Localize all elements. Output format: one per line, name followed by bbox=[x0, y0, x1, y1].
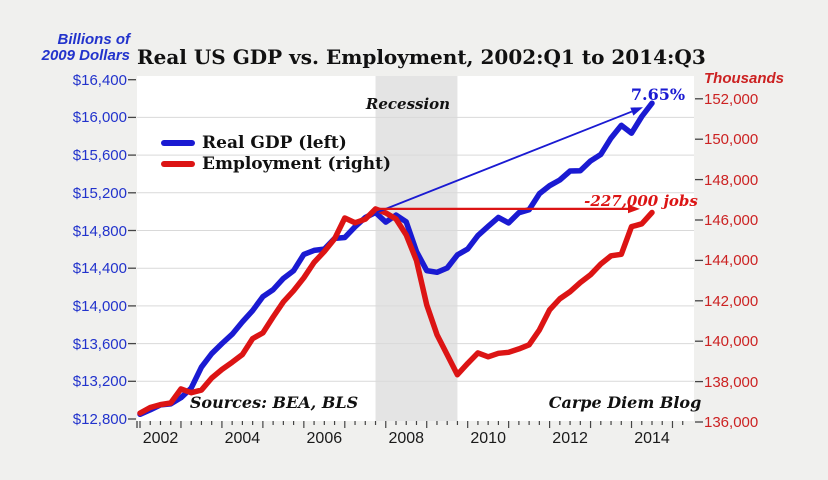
employment-line-swatch bbox=[161, 160, 195, 167]
gdp-growth-arrow-line bbox=[376, 110, 633, 214]
gdp-growth-arrow-head bbox=[630, 107, 643, 116]
recession-label: Recession bbox=[365, 95, 451, 113]
gdp-line bbox=[137, 100, 655, 418]
left-axis-tick-label: $16,000 bbox=[72, 109, 127, 127]
left-axis-tick-label: $15,200 bbox=[72, 184, 127, 202]
right-axis-title: Thousands bbox=[704, 70, 785, 87]
left-axis-title: Billions of 2009 Dollars bbox=[18, 32, 130, 64]
jobs-gap-annotation: -227,000 jobs bbox=[584, 192, 698, 210]
credit-note: Carpe Diem Blog bbox=[548, 393, 702, 412]
legend-label-gdp: Real GDP (left) bbox=[202, 132, 347, 153]
right-axis-tick-label: 152,000 bbox=[704, 90, 759, 108]
employment-line bbox=[137, 206, 655, 416]
left-axis-title-line1: Billions of bbox=[57, 31, 131, 48]
right-axis-tick-label: 140,000 bbox=[704, 333, 759, 351]
right-axis-tick-label: 138,000 bbox=[704, 373, 759, 391]
left-axis-tick-label: $13,600 bbox=[72, 335, 127, 353]
chart-title: Real US GDP vs. Employment, 2002:Q1 to 2… bbox=[137, 45, 706, 69]
gdp-line-swatch bbox=[161, 139, 195, 146]
left-axis-title-line2: 2009 Dollars bbox=[41, 47, 130, 64]
left-axis-tick-label: $15,600 bbox=[72, 147, 127, 165]
x-axis-year-label: 2010 bbox=[470, 430, 506, 447]
gdp-growth-annotation: 7.65% bbox=[630, 85, 686, 104]
legend-item-gdp: Real GDP (left) bbox=[161, 132, 391, 153]
legend-label-employment: Employment (right) bbox=[202, 153, 392, 174]
x-axis-year-label: 2008 bbox=[388, 430, 425, 447]
left-axis-tick-label: $14,000 bbox=[72, 297, 127, 315]
jobs-gap-arrow-head bbox=[628, 204, 640, 214]
right-axis-tick-label: 150,000 bbox=[704, 131, 759, 149]
legend-item-employment: Employment (right) bbox=[161, 153, 391, 174]
right-axis-tick-label: 142,000 bbox=[704, 292, 759, 310]
x-axis-year-label: 2004 bbox=[224, 430, 261, 447]
right-axis-tick-label: 148,000 bbox=[704, 171, 759, 189]
sources-note: Sources: BEA, BLS bbox=[189, 393, 359, 412]
right-axis-tick-label: 144,000 bbox=[704, 252, 759, 270]
x-axis-year-label: 2014 bbox=[634, 430, 670, 447]
left-axis-tick-label: $12,800 bbox=[72, 411, 127, 428]
x-axis-year-label: 2012 bbox=[552, 430, 588, 447]
left-axis-tick-label: $14,400 bbox=[72, 260, 127, 278]
x-axis-year-label: 2002 bbox=[142, 430, 179, 447]
left-axis-tick-label: $14,800 bbox=[72, 222, 127, 240]
left-axis-tick-label: $13,200 bbox=[72, 373, 127, 391]
legend: Real GDP (left) Employment (right) bbox=[161, 132, 391, 174]
right-axis-tick-label: 146,000 bbox=[704, 212, 759, 229]
left-axis-tick-label: $16,400 bbox=[72, 71, 127, 89]
right-axis-tick-label: 136,000 bbox=[704, 414, 759, 431]
x-axis-year-label: 2006 bbox=[306, 430, 343, 447]
